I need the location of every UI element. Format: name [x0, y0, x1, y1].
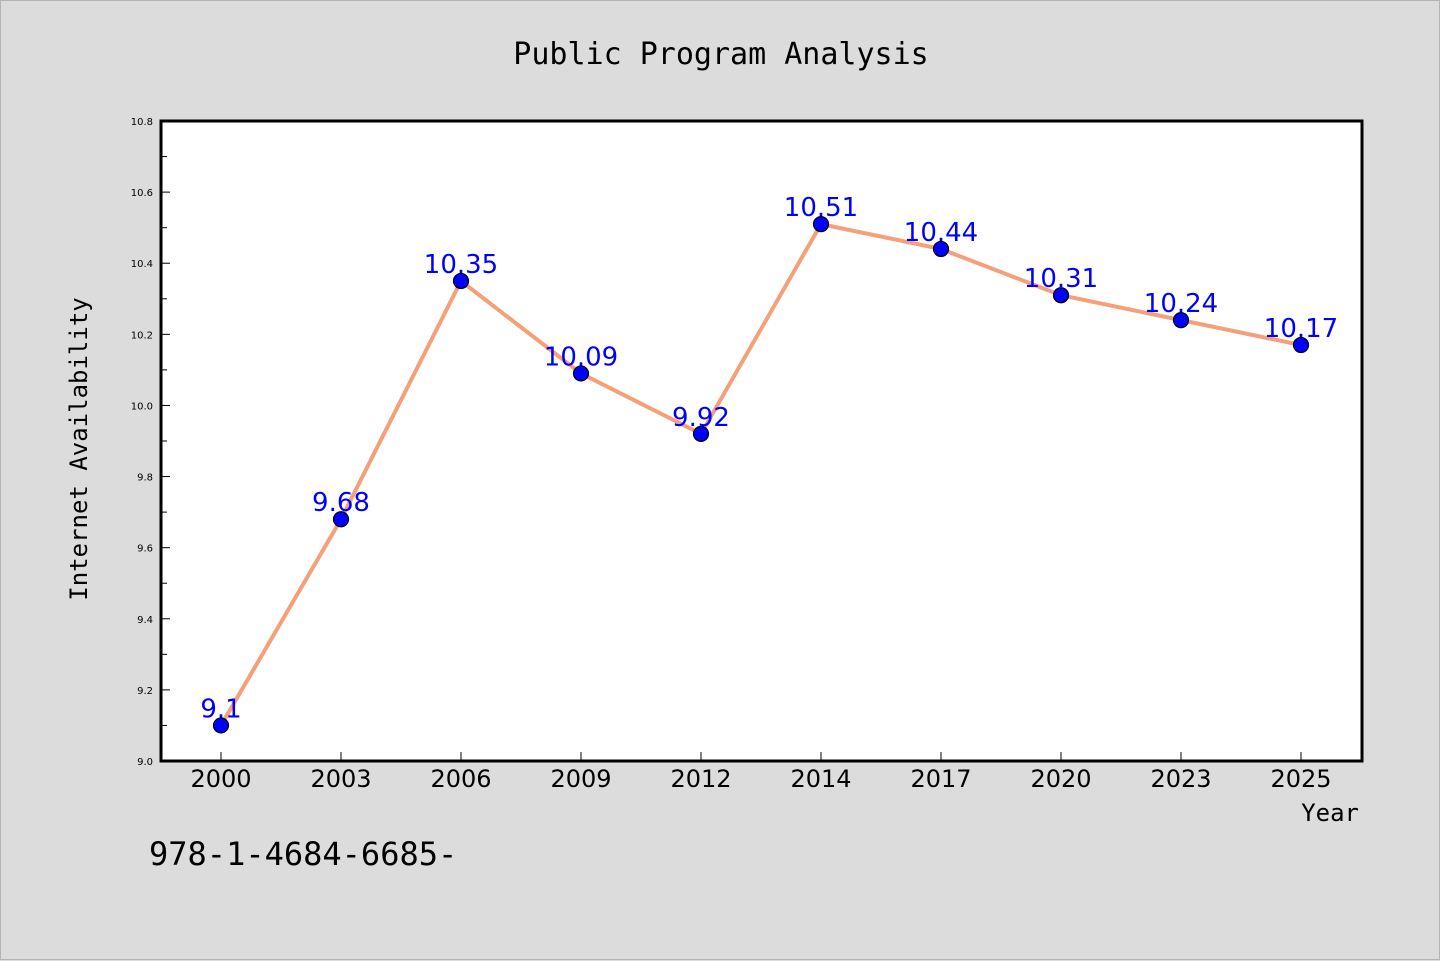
data-point [212, 717, 230, 734]
x-tick-label: 2014 [790, 765, 851, 793]
x-axis-tick-labels: 2000 2003 2006 2009 2012 2014 2017 2020 2023 2025 [190, 765, 1331, 793]
x-tick-label: 2023 [1150, 765, 1211, 793]
x-axis-label: Year [1301, 799, 1359, 827]
x-tick-label: 2009 [550, 765, 611, 793]
data-point [1052, 287, 1070, 304]
x-tick-label: 2006 [430, 765, 491, 793]
y-tick-label: 10.4 [131, 259, 153, 270]
data-point [452, 272, 470, 290]
data-point [812, 216, 830, 233]
y-tick-label: 10.2 [131, 330, 153, 341]
x-tick-label: 2000 [190, 765, 251, 793]
data-point [932, 240, 950, 258]
x-tick-label: 2017 [910, 765, 971, 793]
x-tick-label: 2020 [1030, 765, 1091, 793]
y-axis-label: Internet Availability [65, 297, 93, 600]
data-point [692, 425, 710, 442]
data-label: 9.68 [312, 488, 370, 518]
y-tick-label: 9.2 [137, 686, 153, 697]
data-label: 9.92 [672, 403, 730, 433]
chart-title: Public Program Analysis [513, 37, 928, 72]
data-label: 10.24 [1144, 289, 1218, 319]
data-label: 10.44 [904, 218, 978, 248]
data-label: 10.09 [544, 342, 618, 372]
y-axis-tick-labels: 9.0 9.2 9.4 9.6 9.8 10.0 10.2 10.4 10.6 10.8 [131, 117, 153, 768]
plot-area [161, 121, 1362, 761]
series-markers [212, 216, 1310, 734]
data-label: 10.51 [784, 193, 858, 223]
data-point [1172, 312, 1190, 329]
data-labels: 9.1 9.68 10.35 10.09 9.92 10.51 10.44 10.31 10.2… [200, 193, 1338, 724]
y-tick-label: 10.8 [131, 117, 153, 128]
y-tick-label: 9.6 [137, 544, 153, 555]
x-tick-label: 2025 [1270, 765, 1331, 793]
y-tick-label: 9.8 [137, 473, 153, 484]
x-tick-label: 2003 [310, 765, 371, 793]
x-tick-label: 2012 [670, 765, 731, 793]
data-point [1292, 336, 1310, 354]
data-label: 10.35 [424, 250, 498, 280]
data-point [572, 365, 590, 382]
data-point [332, 511, 350, 528]
plot-frame [159, 119, 1364, 763]
y-tick-label: 9.0 [137, 757, 153, 768]
data-label: 9.1 [200, 694, 241, 724]
footnote-text: 978-1-4684-6685- [149, 835, 457, 873]
data-label: 10.31 [1024, 264, 1098, 294]
y-tick-label: 10.0 [131, 401, 153, 412]
series-line [219, 222, 1303, 728]
y-tick-label: 10.6 [131, 188, 153, 199]
y-tick-label: 9.4 [137, 615, 153, 626]
data-label: 10.17 [1264, 314, 1338, 344]
